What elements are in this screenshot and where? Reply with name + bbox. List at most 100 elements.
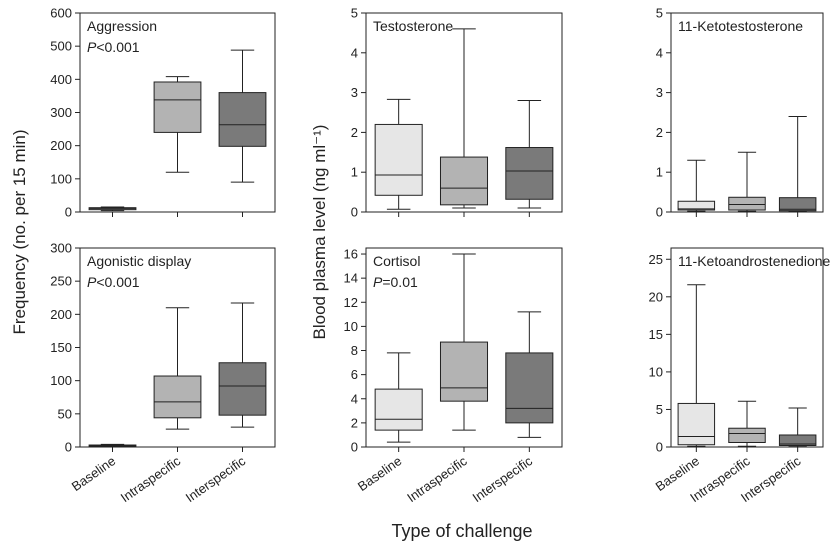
panel-title: Aggression [87,18,157,34]
y-tick-label: 200 [50,138,72,153]
x-tick-label-intraspecific: Intraspecific [118,453,184,505]
y-axis-label-plasma: Blood plasma level (ng ml⁻¹) [310,125,329,340]
y-tick-label: 300 [50,105,72,120]
box-baseline [88,206,137,212]
panel-4: 0 50 100 150 200 250 300 Baseline Intraspecific I… [50,241,276,505]
y-tick-label: 3 [351,85,358,100]
panel-3: 0 1 2 3 4 5 11-Ketotestosterone [656,6,824,220]
box-intraspecific [728,400,766,447]
iqr-box [153,375,202,419]
p-value-annotation: P<0.001 [87,39,140,55]
box-intraspecific [439,253,489,431]
p-value-annotation: P=0.01 [373,274,418,290]
box-intraspecific [153,76,202,173]
box-interspecific [505,311,554,438]
x-tick-label-baseline: Baseline [69,453,118,494]
iqr-box [218,362,267,416]
panel-5: 0 2 4 6 8 10 12 14 16 Baseline Intraspecific Inters… [344,247,563,505]
iqr-box [505,147,554,200]
box-baseline [677,159,716,212]
y-tick-label: 12 [344,295,358,310]
iqr-box [218,92,267,147]
y-tick-label: 0 [656,205,663,220]
y-tick-label: 4 [351,45,358,60]
y-tick-label: 8 [351,343,358,358]
y-tick-label: 14 [344,271,358,286]
y-tick-label: 5 [656,6,663,21]
iqr-box [439,156,489,206]
box-baseline [374,98,423,210]
x-tick-label-interspecific: Interspecific [470,453,536,505]
y-tick-label: 0 [65,205,72,220]
y-tick-label: 1 [656,165,663,180]
y-tick-label: 0 [351,440,358,455]
y-tick-label: 100 [50,373,72,388]
iqr-box [374,388,423,431]
y-tick-label: 5 [656,402,663,417]
y-tick-label: 600 [50,6,72,21]
iqr-box [728,196,766,211]
box-baseline [677,284,716,447]
y-tick-label: 4 [351,391,358,406]
y-tick-label: 2 [351,415,358,430]
x-tick-label-intraspecific: Intraspecific [404,453,470,505]
iqr-box [778,434,817,446]
y-tick-label: 0 [65,440,72,455]
box-interspecific [218,49,267,183]
y-tick-label: 1 [351,165,358,180]
y-tick-label: 10 [344,319,358,334]
box-intraspecific [153,307,202,430]
y-tick-label: 250 [50,274,72,289]
box-baseline [374,352,423,443]
y-tick-label: 500 [50,39,72,54]
iqr-box [439,341,489,402]
y-tick-label: 15 [649,327,663,342]
box-intraspecific [728,151,766,212]
y-tick-label: 200 [50,307,72,322]
panel-title: Cortisol [373,253,420,269]
panel-title: 11-Ketotestosterone [678,18,803,34]
y-tick-label: 10 [649,364,663,379]
panel-1: 0 100 200 300 400 500 600 Aggression P<0.001 [50,6,276,220]
y-axis-label-frequency: Frequency (no. per 15 min) [10,129,29,334]
y-tick-label: 2 [351,125,358,140]
y-tick-label: 2 [656,125,663,140]
y-tick-label: 20 [649,289,663,304]
y-tick-label: 3 [656,85,663,100]
y-tick-label: 6 [351,367,358,382]
y-tick-label: 400 [50,72,72,87]
y-tick-label: 0 [656,440,663,455]
iqr-box [505,352,554,424]
box-interspecific [778,407,817,448]
y-tick-label: 5 [351,6,358,21]
panel-2: 0 1 2 3 4 5 Testosterone [351,6,563,220]
box-interspecific [778,115,817,212]
y-tick-label: 150 [50,340,72,355]
y-tick-label: 16 [344,247,358,262]
box-interspecific [218,302,267,428]
box-baseline [88,443,137,448]
y-tick-label: 100 [50,171,72,186]
x-axis-title: Type of challenge [391,521,532,541]
y-tick-label: 25 [649,252,663,267]
panel-title: 11-Ketoandrostenedione [678,253,831,269]
iqr-box [778,197,817,212]
y-tick-label: 4 [656,45,663,60]
panels: 0100200300400500600AggressionP<0.0010123… [50,6,830,506]
iqr-box [728,427,766,443]
x-tick-label-baseline: Baseline [355,453,404,494]
iqr-box [677,200,716,211]
y-tick-label: 0 [351,205,358,220]
panel-6: 0510152025BaselineIntraspecificInterspec… [649,247,831,505]
box-intraspecific [439,28,489,209]
p-value-annotation: P<0.001 [87,274,140,290]
y-tick-label: 50 [58,406,72,421]
panel-title: Agonistic display [87,253,191,269]
box-interspecific [505,100,554,209]
x-tick-label-interspecific: Interspecific [183,453,249,505]
y-tick-label: 300 [50,241,72,256]
panel-title: Testosterone [373,18,453,34]
iqr-box [153,81,202,133]
